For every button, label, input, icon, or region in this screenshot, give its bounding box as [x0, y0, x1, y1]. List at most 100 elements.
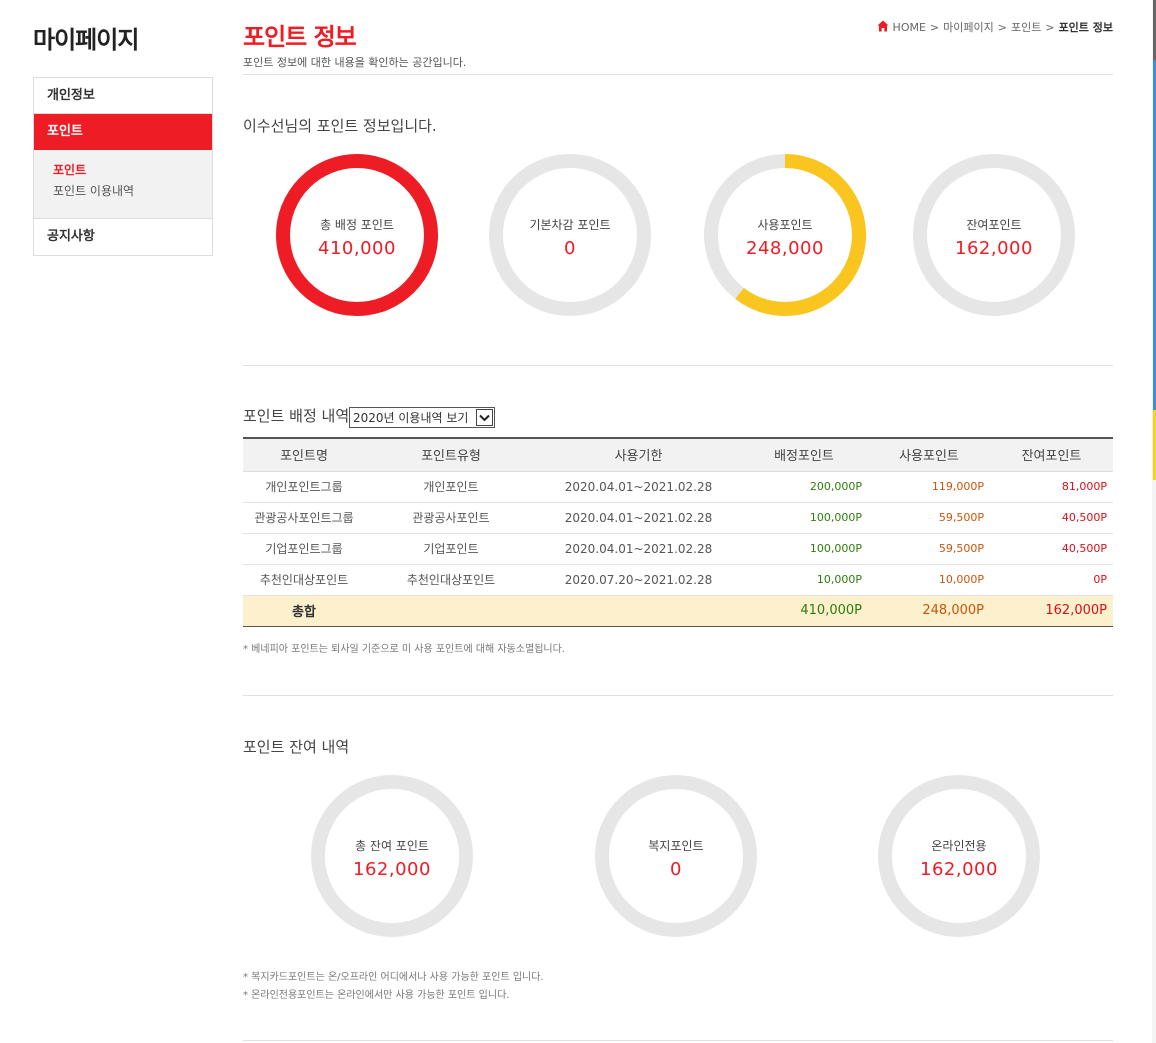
cell-used: 10,000P — [868, 564, 990, 596]
table-row: 관광공사포인트그룹 관광공사포인트 2020.04.01~2021.02.28 … — [243, 502, 1113, 534]
sidebar-item-points[interactable]: 포인트 — [34, 114, 212, 150]
donut-value: 162,000 — [353, 859, 431, 880]
donut-basic-deduction: 기본차감 포인트 0 — [487, 152, 653, 318]
divider — [243, 365, 1113, 366]
cell-type: 기업포인트 — [365, 533, 537, 565]
donut-total-assigned: 총 배정 포인트 410,000 — [274, 152, 440, 318]
total-assigned: 410,000P — [740, 594, 868, 627]
donut-label: 총 잔여 포인트 — [355, 839, 429, 853]
donut-online-only: 온라인전용 162,000 — [876, 773, 1042, 939]
donut-value: 0 — [670, 859, 682, 880]
cell-name: 기업포인트그룹 — [243, 533, 365, 565]
page-title: 포인트 정보 — [243, 23, 357, 51]
home-icon — [877, 20, 889, 35]
sidebar-menu: 개인정보 포인트 포인트 포인트 이용내역 공지사항 — [33, 77, 213, 256]
cell-name: 관광공사포인트그룹 — [243, 502, 365, 534]
chevron-down-icon[interactable] — [476, 409, 493, 426]
scrollbar-track-segment — [1153, 60, 1156, 410]
donut-total-remaining: 총 잔여 포인트 162,000 — [309, 773, 475, 939]
breadcrumb-separator: > — [997, 20, 1007, 34]
total-empty — [537, 594, 740, 627]
cell-assigned: 100,000P — [740, 502, 868, 534]
divider — [243, 695, 1113, 696]
breadcrumb-separator: > — [929, 20, 940, 34]
total-label: 총합 — [243, 594, 365, 627]
allocation-heading: 포인트 배정 내역 — [243, 407, 350, 425]
col-header-assigned: 배정포인트 — [740, 437, 868, 472]
cell-type: 관광공사포인트 — [365, 502, 537, 534]
donut-label: 잔여포인트 — [966, 218, 1022, 232]
donut-value: 248,000 — [746, 238, 824, 259]
cell-assigned: 10,000P — [740, 564, 868, 596]
donut-value: 162,000 — [955, 238, 1033, 259]
cell-remaining: 40,500P — [990, 502, 1113, 534]
year-select-value: 2020년 이용내역 보기 — [353, 411, 469, 425]
col-header-remaining: 잔여포인트 — [990, 437, 1113, 472]
breadcrumb-home[interactable]: HOME — [892, 20, 926, 34]
table-total-row: 총합 410,000P 248,000P 162,000P — [243, 594, 1113, 627]
cell-type: 추천인대상포인트 — [365, 564, 537, 596]
table-row: 기업포인트그룹 기업포인트 2020.04.01~2021.02.28 100,… — [243, 533, 1113, 565]
cell-used: 119,000P — [868, 471, 990, 503]
total-empty — [365, 594, 537, 627]
donut-value: 410,000 — [318, 238, 396, 259]
year-select[interactable]: 2020년 이용내역 보기 — [349, 407, 495, 428]
cell-period: 2020.04.01~2021.02.28 — [537, 533, 740, 565]
balance-note: * 온라인전용포인트는 온라인에서만 사용 가능한 포인트 입니다. — [243, 990, 510, 1001]
col-header-name: 포인트명 — [243, 437, 365, 472]
scrollbar-track-segment — [1153, 410, 1156, 480]
divider — [243, 74, 1113, 75]
sidebar-subitem-points[interactable]: 포인트 — [53, 163, 87, 177]
donut-remaining: 잔여포인트 162,000 — [911, 152, 1077, 318]
cell-remaining: 0P — [990, 564, 1113, 596]
cell-name: 추천인대상포인트 — [243, 564, 365, 596]
balance-heading: 포인트 잔여 내역 — [243, 738, 350, 756]
breadcrumb-current: 포인트 정보 — [1058, 21, 1113, 34]
table-row: 개인포인트그룹 개인포인트 2020.04.01~2021.02.28 200,… — [243, 471, 1113, 503]
page-description: 포인트 정보에 대한 내용을 확인하는 공간입니다. — [243, 56, 467, 69]
cell-remaining: 40,500P — [990, 533, 1113, 565]
donut-label: 복지포인트 — [648, 839, 704, 853]
col-header-used: 사용포인트 — [868, 437, 990, 472]
cell-type: 개인포인트 — [365, 471, 537, 503]
donut-value: 162,000 — [920, 859, 998, 880]
allocation-note: * 베네피아 포인트는 퇴사일 기준으로 미 사용 포인트에 대해 자동소멸됩니… — [243, 644, 565, 655]
col-header-type: 포인트유형 — [365, 437, 537, 472]
sidebar-item-notice[interactable]: 공지사항 — [34, 219, 212, 255]
scrollbar[interactable] — [1152, 0, 1156, 1043]
breadcrumb-separator: > — [1045, 20, 1055, 34]
cell-remaining: 81,000P — [990, 471, 1113, 503]
cell-assigned: 100,000P — [740, 533, 868, 565]
breadcrumb: HOME > 마이페이지 > 포인트 > 포인트 정보 — [877, 19, 1113, 35]
divider — [243, 1040, 1113, 1041]
sidebar-submenu: 포인트 포인트 이용내역 — [34, 150, 212, 219]
breadcrumb-mypage[interactable]: 마이페이지 — [943, 21, 994, 34]
cell-used: 59,500P — [868, 533, 990, 565]
table-row: 추천인대상포인트 추천인대상포인트 2020.07.20~2021.02.28 … — [243, 564, 1113, 596]
sidebar-item-profile[interactable]: 개인정보 — [34, 78, 212, 114]
sidebar-subitem-points-history[interactable]: 포인트 이용내역 — [53, 184, 135, 198]
summary-heading: 이수선님의 포인트 정보입니다. — [243, 117, 437, 135]
balance-note: * 복지카드포인트는 온/오프라인 어디에서나 사용 가능한 포인트 입니다. — [243, 972, 544, 983]
sidebar-title: 마이페이지 — [33, 26, 139, 54]
donut-used: 사용포인트 248,000 — [702, 152, 868, 318]
scrollbar-thumb[interactable] — [1153, 0, 1156, 60]
cell-period: 2020.04.01~2021.02.28 — [537, 502, 740, 534]
donut-label: 온라인전용 — [931, 839, 987, 853]
cell-period: 2020.04.01~2021.02.28 — [537, 471, 740, 503]
allocation-table: 포인트명 포인트유형 사용기한 배정포인트 사용포인트 잔여포인트 개인포인트그… — [243, 437, 1113, 627]
cell-name: 개인포인트그룹 — [243, 471, 365, 503]
total-used: 248,000P — [868, 594, 990, 627]
donut-label: 총 배정 포인트 — [320, 218, 394, 232]
donut-label: 기본차감 포인트 — [529, 218, 611, 232]
total-remaining: 162,000P — [990, 594, 1113, 627]
cell-assigned: 200,000P — [740, 471, 868, 503]
donut-welfare: 복지포인트 0 — [593, 773, 759, 939]
table-header-row: 포인트명 포인트유형 사용기한 배정포인트 사용포인트 잔여포인트 — [243, 437, 1113, 472]
col-header-period: 사용기한 — [537, 437, 740, 472]
breadcrumb-points[interactable]: 포인트 — [1010, 21, 1042, 34]
cell-period: 2020.07.20~2021.02.28 — [537, 564, 740, 596]
donut-value: 0 — [564, 238, 576, 259]
donut-label: 사용포인트 — [757, 218, 813, 232]
cell-used: 59,500P — [868, 502, 990, 534]
